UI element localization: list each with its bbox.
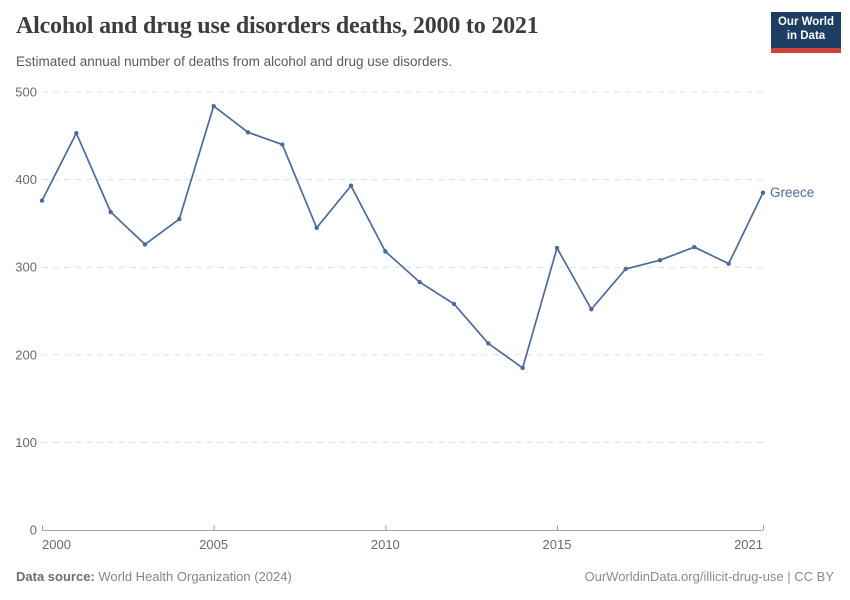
data-point-2011[interactable] [417,279,422,285]
owid-logo-line2: in Data [786,30,826,42]
data-line[interactable] [41,105,764,369]
data-point-2014[interactable] [520,365,525,371]
data-point-2005[interactable] [211,103,216,109]
x-axis-tick-label: 2010 [371,537,400,552]
data-source: Data source: World Health Organization (… [16,569,292,584]
data-point-2016[interactable] [589,307,594,312]
y-axis-tick-label: 500 [15,85,37,100]
data-point-2000[interactable] [39,198,45,203]
chart-subtitle: Estimated annual number of deaths from a… [16,54,453,69]
data-point-2002[interactable] [108,209,113,215]
series-label[interactable]: Greece [770,185,814,200]
data-point-2019[interactable] [692,244,697,250]
data-point-2018[interactable] [657,257,663,263]
data-point-2001[interactable] [74,130,79,136]
y-axis-tick-label: 200 [15,347,37,362]
data-point-2009[interactable] [348,183,354,188]
y-axis-tick-label: 400 [15,172,37,187]
data-point-2012[interactable] [451,301,457,307]
owid-logo[interactable]: Our World in Data [771,12,841,53]
data-point-2004[interactable] [177,216,182,222]
line-chart: 0 100 200 300 400 500 2000 2005 2010 2015 2021 Gree… [15,85,814,553]
data-point-2006[interactable] [245,130,251,135]
x-axis-tick-label: 2021 [734,537,763,552]
data-point-2008[interactable] [314,225,319,230]
data-point-2007[interactable] [280,142,285,147]
data-point-2010[interactable] [383,249,388,254]
data-source-label: Data source: [16,569,95,584]
y-axis-tick-label: 0 [30,523,37,538]
data-point-2003[interactable] [142,242,148,247]
data-point-2020[interactable] [726,261,731,266]
y-axis-tick-label: 300 [15,260,37,275]
data-point-2017[interactable] [623,266,628,272]
data-point-2015[interactable] [554,245,560,251]
credit-link[interactable]: OurWorldinData.org/illicit-drug-use | CC… [584,569,835,584]
data-source-text: World Health Organization (2024) [94,569,292,584]
data-point-2013[interactable] [486,341,491,346]
y-axis-tick-label: 100 [15,435,37,450]
page-title: Alcohol and drug use disorders deaths, 2… [16,13,539,39]
x-axis-tick-label: 2005 [199,537,228,552]
x-axis-tick-label: 2015 [543,537,572,552]
chart-footer: Data source: World Health Organization (… [16,569,834,584]
data-point-2021[interactable] [760,190,766,195]
x-axis-tick-label: 2000 [42,537,71,552]
owid-logo-line1: Our World [777,16,834,29]
